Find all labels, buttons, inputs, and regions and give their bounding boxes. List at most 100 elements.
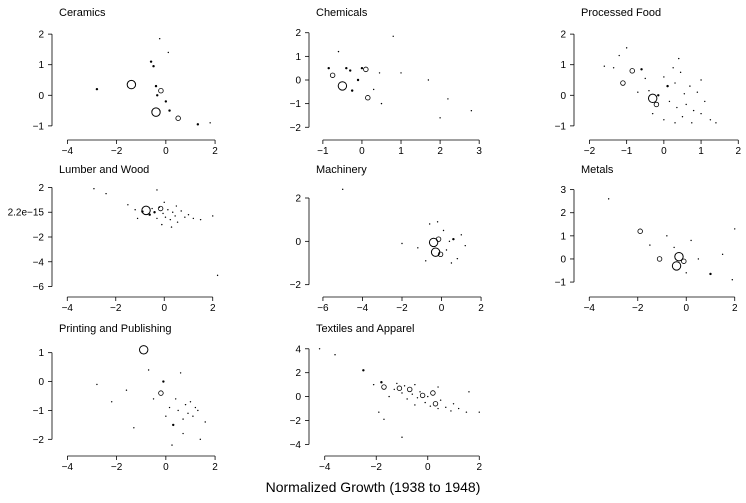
data-point xyxy=(388,395,390,398)
data-point xyxy=(417,247,419,249)
data-point xyxy=(406,398,408,400)
y-tick-label: 0 xyxy=(38,91,44,102)
data-point xyxy=(341,188,344,191)
data-point xyxy=(649,244,651,246)
data-point xyxy=(437,251,444,258)
data-point xyxy=(678,57,680,60)
panel-title: Chemicals xyxy=(316,7,368,19)
data-point xyxy=(663,76,665,78)
data-point xyxy=(372,383,375,386)
data-point xyxy=(197,409,199,412)
data-point xyxy=(152,65,155,68)
data-point xyxy=(182,418,184,420)
data-point xyxy=(674,122,676,124)
data-point xyxy=(704,100,706,103)
x-tick-label: 2 xyxy=(212,462,218,473)
x-tick-label: 0 xyxy=(161,303,167,314)
x-tick-label: 0 xyxy=(439,303,445,314)
data-point xyxy=(196,123,200,126)
data-point xyxy=(445,249,448,251)
data-point xyxy=(416,397,419,399)
data-point xyxy=(674,251,684,262)
data-point xyxy=(690,239,692,242)
data-point xyxy=(430,390,436,396)
data-point xyxy=(105,192,107,195)
data-point xyxy=(464,244,466,247)
data-point xyxy=(437,386,439,388)
y-tick-label: −2 xyxy=(290,416,302,427)
data-point xyxy=(668,100,671,103)
data-point xyxy=(327,66,330,70)
y-tick-label: 2 xyxy=(560,208,566,219)
scatter-panel: Lumber and Wood 2 2.2e−15 −2 −4 −6 −4 −2 0 2 xyxy=(8,164,219,314)
data-point xyxy=(378,411,380,413)
panel-title: Ceramics xyxy=(59,7,106,19)
data-point xyxy=(403,385,406,387)
data-point xyxy=(448,240,451,243)
data-point xyxy=(147,369,150,371)
y-tick-label: −1 xyxy=(33,121,45,132)
data-point xyxy=(407,386,413,393)
y-tick-label: 0 xyxy=(38,377,44,388)
x-tick-label: 2 xyxy=(732,303,738,314)
data-point xyxy=(380,381,383,384)
x-tick-label: 0 xyxy=(163,462,169,473)
data-point xyxy=(171,444,173,446)
data-point xyxy=(647,93,658,104)
data-point xyxy=(700,79,702,81)
data-point xyxy=(681,258,687,264)
y-tick-label: −1 xyxy=(555,278,567,289)
panel-title: Textiles and Apparel xyxy=(316,323,414,335)
data-point xyxy=(164,100,168,103)
scatter-panel: Machinery 2 0 −2 −6 −4 −2 0 2 xyxy=(290,164,485,314)
data-point xyxy=(216,274,219,277)
data-point xyxy=(169,218,172,221)
data-point xyxy=(350,89,354,92)
data-point xyxy=(400,72,402,74)
data-point xyxy=(424,401,426,404)
scatter-panel: Metals 3 2 1 0 −1 −4 −2 0 2 xyxy=(555,164,738,314)
y-tick-label: 1 xyxy=(560,60,566,71)
data-point xyxy=(168,109,171,112)
data-point xyxy=(470,110,473,112)
data-point xyxy=(663,119,665,121)
y-tick-label: −2 xyxy=(290,280,302,291)
data-point xyxy=(180,210,182,212)
x-tick-label: −1 xyxy=(621,146,633,157)
x-tick-label: 2 xyxy=(437,146,443,157)
data-point xyxy=(158,88,164,94)
data-point xyxy=(674,82,676,84)
data-point xyxy=(468,391,470,393)
data-point xyxy=(174,215,176,217)
y-tick-label: −1 xyxy=(555,121,567,132)
data-point xyxy=(164,216,167,218)
scatter-panel: Textiles and Apparel 4 2 0 −2 −4 −4 −2 0 2 xyxy=(290,323,483,473)
data-point xyxy=(345,66,348,70)
y-tick-label: 0 xyxy=(560,91,566,102)
data-point xyxy=(194,406,197,409)
data-point xyxy=(163,201,165,204)
data-point xyxy=(637,91,639,93)
y-tick-label: 0 xyxy=(295,237,301,248)
data-point xyxy=(174,398,177,400)
y-tick-label: 0 xyxy=(295,76,301,87)
y-tick-label: −4 xyxy=(33,257,45,268)
data-point xyxy=(158,390,164,396)
data-point xyxy=(414,404,416,406)
scatter-panel: Ceramics 2 1 0 −1 −4 −2 0 2 xyxy=(33,7,219,157)
data-point xyxy=(666,235,668,237)
data-point xyxy=(447,98,449,100)
y-tick-label: 1 xyxy=(295,52,301,63)
data-point xyxy=(156,189,158,191)
data-point xyxy=(685,272,687,274)
y-tick-label: 1 xyxy=(560,231,566,242)
y-tick-label: 2 xyxy=(295,368,301,379)
data-point xyxy=(393,388,395,391)
x-tick-label: 0 xyxy=(683,303,689,314)
data-point xyxy=(372,88,375,91)
data-point xyxy=(672,67,674,69)
data-point xyxy=(125,389,128,391)
data-point xyxy=(428,237,439,248)
x-tick-label: −4 xyxy=(62,462,74,473)
data-point xyxy=(151,107,161,117)
